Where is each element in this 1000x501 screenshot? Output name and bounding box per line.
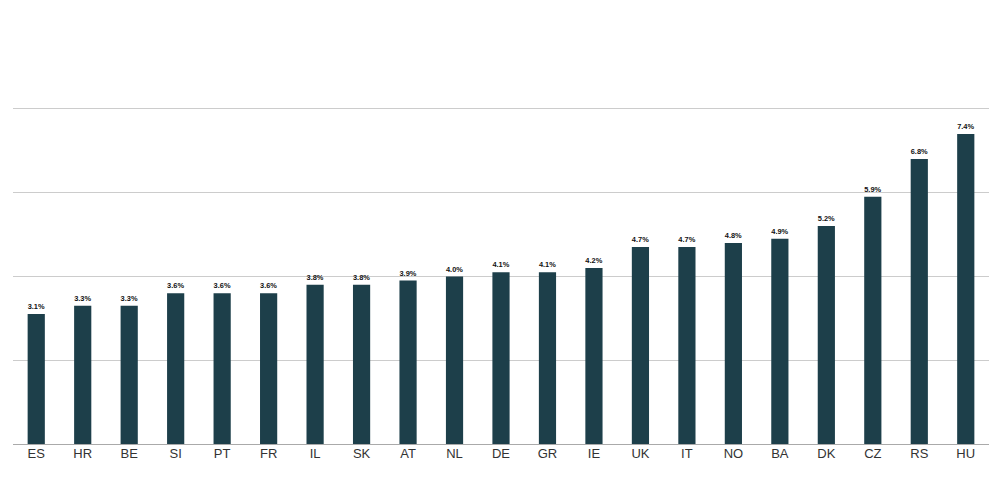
svg-text:5.2%: 5.2% (818, 214, 835, 223)
svg-text:NO: NO (724, 446, 744, 461)
svg-text:HR: HR (73, 446, 92, 461)
svg-text:UK: UK (631, 446, 649, 461)
svg-text:NL: NL (446, 446, 463, 461)
svg-text:3.6%: 3.6% (167, 281, 184, 290)
svg-text:IT: IT (681, 446, 693, 461)
svg-text:DK: DK (817, 446, 835, 461)
svg-text:3.3%: 3.3% (74, 294, 91, 303)
svg-text:5.9%: 5.9% (864, 185, 881, 194)
svg-text:SK: SK (353, 446, 371, 461)
svg-text:IL: IL (310, 446, 321, 461)
svg-text:DE: DE (492, 446, 510, 461)
svg-text:3.6%: 3.6% (214, 281, 231, 290)
svg-text:RS: RS (910, 446, 928, 461)
svg-text:BA: BA (771, 446, 789, 461)
svg-text:BE: BE (121, 446, 139, 461)
svg-text:3.3%: 3.3% (121, 294, 138, 303)
svg-text:HU: HU (956, 446, 975, 461)
svg-text:4.1%: 4.1% (492, 260, 509, 269)
svg-text:3.9%: 3.9% (399, 269, 416, 278)
svg-text:4.0%: 4.0% (446, 265, 463, 274)
svg-text:7.4%: 7.4% (957, 122, 974, 131)
svg-text:4.7%: 4.7% (678, 235, 695, 244)
svg-text:CZ: CZ (864, 446, 881, 461)
svg-text:3.8%: 3.8% (307, 273, 324, 282)
svg-text:4.8%: 4.8% (725, 231, 742, 240)
svg-text:3.1%: 3.1% (28, 302, 45, 311)
svg-text:ES: ES (28, 446, 46, 461)
svg-text:SI: SI (170, 446, 182, 461)
svg-text:4.2%: 4.2% (585, 256, 602, 265)
svg-text:6.8%: 6.8% (911, 147, 928, 156)
svg-text:IE: IE (588, 446, 601, 461)
svg-text:AT: AT (400, 446, 416, 461)
svg-text:4.1%: 4.1% (539, 260, 556, 269)
svg-text:FR: FR (260, 446, 277, 461)
svg-text:3.6%: 3.6% (260, 281, 277, 290)
svg-text:4.7%: 4.7% (632, 235, 649, 244)
svg-text:PT: PT (214, 446, 231, 461)
svg-text:4.9%: 4.9% (771, 227, 788, 236)
svg-text:GR: GR (538, 446, 558, 461)
svg-text:3.8%: 3.8% (353, 273, 370, 282)
